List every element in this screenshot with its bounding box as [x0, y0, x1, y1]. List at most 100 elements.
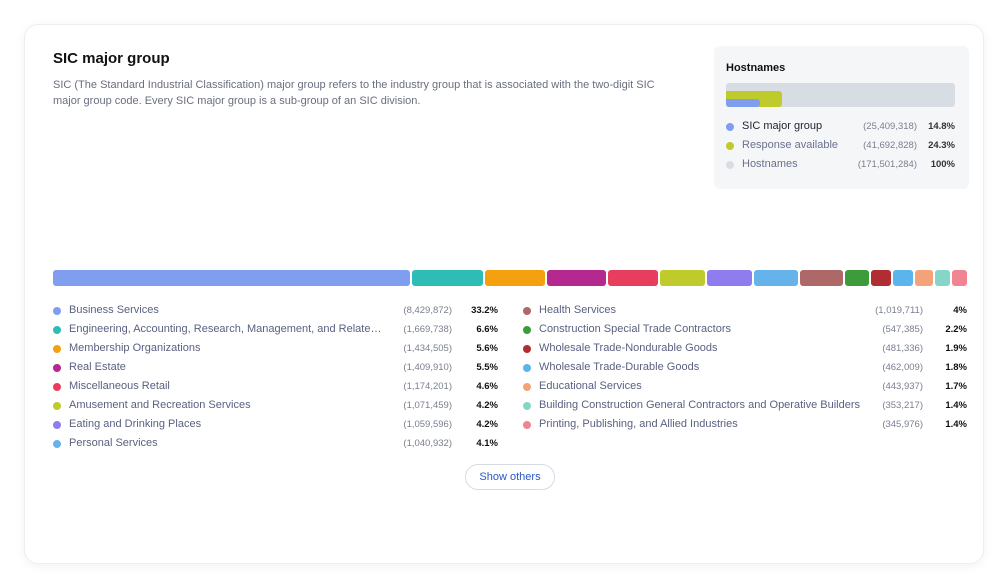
group-pct: 4.1% — [476, 438, 498, 449]
legend-dot-icon — [523, 364, 531, 372]
group-legend-item[interactable]: Construction Special Trade Contractors (5… — [523, 322, 967, 341]
stacked-bar-segment[interactable] — [800, 270, 844, 286]
group-label: Construction Special Trade Contractors — [539, 323, 731, 335]
group-label: Miscellaneous Retail — [69, 380, 170, 392]
group-pct: 4.6% — [476, 381, 498, 392]
hostnames-progress-bar — [726, 83, 955, 107]
group-legend-item[interactable]: Membership Organizations (1,434,505) 5.6% — [53, 341, 498, 360]
group-pct: 1.8% — [945, 362, 967, 373]
group-pct: 4.2% — [476, 419, 498, 430]
group-pct: 1.4% — [945, 400, 967, 411]
group-legend-item[interactable]: Eating and Drinking Places (1,059,596) 4.2… — [53, 417, 498, 436]
stacked-bar-segment[interactable] — [845, 270, 869, 286]
group-count: (8,429,872) — [403, 305, 452, 316]
legend-dot-icon — [53, 326, 61, 334]
sic-stacked-bar — [53, 270, 967, 286]
stacked-bar-segment[interactable] — [659, 270, 705, 286]
group-count: (1,409,910) — [403, 362, 452, 373]
group-legend-item[interactable]: Wholesale Trade-Durable Goods (462,009) 1.… — [523, 360, 967, 379]
hostnames-legend-label: SIC major group — [742, 120, 823, 132]
group-label: Building Construction General Contractor… — [539, 399, 860, 411]
legend-dot-icon — [523, 383, 531, 391]
group-legend-item[interactable]: Real Estate (1,409,910) 5.5% — [53, 360, 498, 379]
legend-dot-icon — [53, 345, 61, 353]
hostnames-legend: SIC major group (25,409,318) 14.8% Response… — [726, 119, 955, 176]
group-legend-item[interactable]: Wholesale Trade-Nondurable Goods (481,336… — [523, 341, 967, 360]
group-pct: 5.6% — [476, 343, 498, 354]
legend-dot-icon — [53, 440, 61, 448]
hostnames-legend-pct: 14.8% — [928, 121, 955, 132]
legend-dot-icon — [726, 123, 734, 131]
group-legend-item[interactable]: Amusement and Recreation Services (1,071,… — [53, 398, 498, 417]
sic-major-group-card: SIC major group SIC (The Standard Indust… — [24, 24, 984, 564]
groups-legend-right: Health Services (1,019,711) 4% Construction… — [523, 303, 967, 436]
group-count: (1,040,932) — [403, 438, 452, 449]
stacked-bar-segment[interactable] — [53, 270, 410, 286]
group-count: (353,217) — [882, 400, 923, 411]
legend-dot-icon — [523, 326, 531, 334]
hostnames-legend-label: Response available — [742, 139, 839, 151]
group-count: (1,174,201) — [403, 381, 452, 392]
group-count: (1,059,596) — [403, 419, 452, 430]
legend-dot-icon — [726, 161, 734, 169]
hostnames-legend-count: (41,692,828) — [863, 140, 917, 151]
group-count: (1,669,738) — [403, 324, 452, 335]
group-pct: 4.2% — [476, 400, 498, 411]
hostnames-legend-item: SIC major group (25,409,318) 14.8% — [726, 119, 955, 138]
group-legend-item[interactable]: Building Construction General Contractor… — [523, 398, 967, 417]
group-count: (547,385) — [882, 324, 923, 335]
legend-dot-icon — [53, 383, 61, 391]
hostnames-legend-pct: 24.3% — [928, 140, 955, 151]
group-count: (345,976) — [882, 419, 923, 430]
stacked-bar-segment[interactable] — [608, 270, 658, 286]
group-label: Printing, Publishing, and Allied Industr… — [539, 418, 738, 430]
stacked-bar-segment[interactable] — [484, 270, 546, 286]
legend-dot-icon — [53, 307, 61, 315]
group-count: (462,009) — [882, 362, 923, 373]
group-label: Personal Services — [69, 437, 158, 449]
group-label: Real Estate — [69, 361, 126, 373]
hostnames-legend-label: Hostnames — [742, 158, 798, 170]
group-legend-item[interactable]: Personal Services (1,040,932) 4.1% — [53, 436, 498, 455]
group-count: (1,019,711) — [875, 305, 923, 316]
stacked-bar-segment[interactable] — [934, 270, 950, 286]
show-others-button[interactable]: Show others — [465, 464, 555, 490]
group-label: Engineering, Accounting, Research, Manag… — [69, 323, 387, 335]
group-label: Amusement and Recreation Services — [69, 399, 251, 411]
group-label: Educational Services — [539, 380, 642, 392]
hostnames-title: Hostnames — [726, 62, 786, 74]
stacked-bar-segment[interactable] — [893, 270, 913, 286]
stacked-bar-segment[interactable] — [754, 270, 799, 286]
group-count: (1,434,505) — [403, 343, 452, 354]
section-description: SIC (The Standard Industrial Classificat… — [53, 79, 655, 107]
group-legend-item[interactable]: Health Services (1,019,711) 4% — [523, 303, 967, 322]
hostnames-legend-count: (25,409,318) — [863, 121, 917, 132]
group-pct: 5.5% — [476, 362, 498, 373]
group-count: (481,336) — [882, 343, 923, 354]
hostnames-panel: Hostnames SIC major group (25,409,318) 14.… — [714, 46, 969, 189]
legend-dot-icon — [523, 307, 531, 315]
group-pct: 1.9% — [945, 343, 967, 354]
stacked-bar-segment[interactable] — [411, 270, 483, 286]
stacked-bar-segment[interactable] — [547, 270, 607, 286]
group-legend-item[interactable]: Engineering, Accounting, Research, Manag… — [53, 322, 498, 341]
stacked-bar-segment[interactable] — [706, 270, 753, 286]
group-pct: 33.2% — [471, 305, 498, 316]
legend-dot-icon — [53, 421, 61, 429]
group-legend-item[interactable]: Printing, Publishing, and Allied Industr… — [523, 417, 967, 436]
group-legend-item[interactable]: Business Services (8,429,872) 33.2% — [53, 303, 498, 322]
group-count: (443,937) — [882, 381, 923, 392]
group-pct: 1.4% — [945, 419, 967, 430]
group-label: Eating and Drinking Places — [69, 418, 202, 430]
group-legend-item[interactable]: Miscellaneous Retail (1,174,201) 4.6% — [53, 379, 498, 398]
legend-dot-icon — [523, 421, 531, 429]
stacked-bar-segment[interactable] — [914, 270, 933, 286]
group-label: Membership Organizations — [69, 342, 201, 354]
stacked-bar-segment[interactable] — [870, 270, 892, 286]
hostnames-legend-count: (171,501,284) — [857, 159, 917, 170]
group-legend-item[interactable]: Educational Services (443,937) 1.7% — [523, 379, 967, 398]
group-label: Wholesale Trade-Nondurable Goods — [539, 342, 718, 354]
stacked-bar-segment[interactable] — [951, 270, 967, 286]
group-label: Wholesale Trade-Durable Goods — [539, 361, 700, 373]
group-pct: 2.2% — [945, 324, 967, 335]
